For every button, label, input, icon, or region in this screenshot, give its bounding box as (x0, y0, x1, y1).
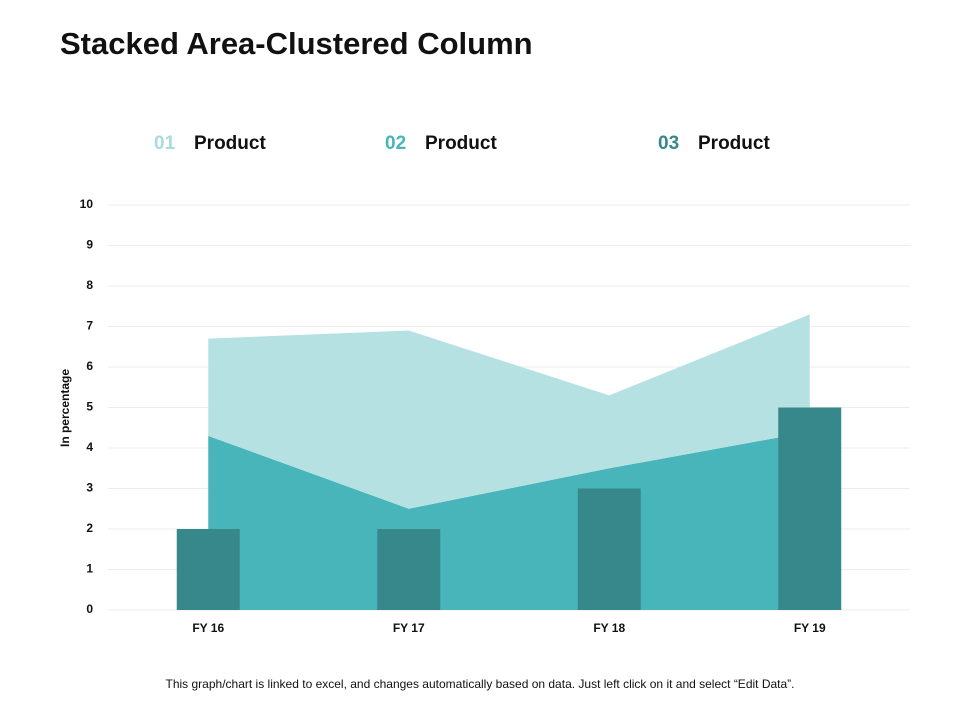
y-tick-label: 10 (80, 197, 94, 211)
footnote: This graph/chart is linked to excel, and… (166, 677, 795, 691)
legend-number: 03 (658, 133, 679, 154)
bar (778, 407, 842, 610)
chart-title: Stacked Area-Clustered Column (60, 26, 533, 61)
y-tick-label: 4 (86, 440, 93, 454)
bar (577, 488, 641, 610)
legend-label: Product (698, 133, 770, 154)
y-tick-label: 5 (86, 400, 93, 414)
x-tick-label: FY 19 (794, 621, 826, 635)
y-tick-label: 6 (86, 359, 93, 373)
x-tick-label: FY 18 (593, 621, 625, 635)
x-tick-label: FY 17 (393, 621, 425, 635)
legend-label: Product (425, 133, 497, 154)
y-axis-label: In percentage (58, 369, 72, 447)
legend-number: 02 (385, 133, 406, 154)
legend-label: Product (194, 133, 266, 154)
y-tick-label: 9 (86, 238, 93, 252)
y-tick-label: 1 (86, 562, 93, 576)
y-tick-label: 0 (86, 602, 93, 616)
y-tick-label: 3 (86, 481, 93, 495)
y-tick-label: 8 (86, 278, 93, 292)
x-tick-label: FY 16 (192, 621, 224, 635)
y-tick-label: 7 (86, 319, 93, 333)
legend-number: 01 (154, 133, 176, 154)
bar (176, 529, 240, 610)
y-tick-label: 2 (86, 521, 93, 535)
area (208, 431, 810, 610)
bar (377, 529, 441, 610)
area (208, 314, 810, 509)
